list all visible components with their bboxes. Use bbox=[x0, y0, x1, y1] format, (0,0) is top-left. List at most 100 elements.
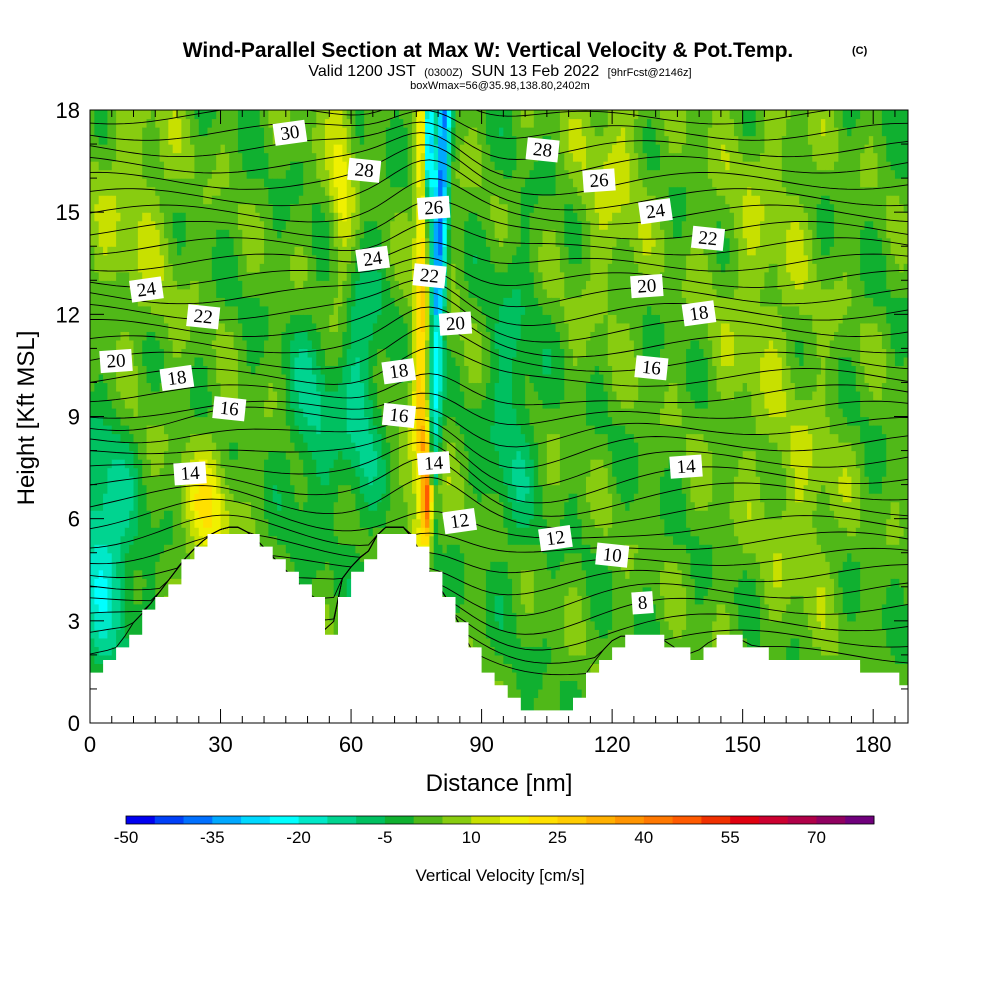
field-cell bbox=[542, 552, 548, 639]
field-cell bbox=[886, 586, 892, 647]
field-cell bbox=[690, 246, 696, 315]
contour-label: 18 bbox=[381, 358, 417, 385]
field-cell bbox=[655, 280, 661, 315]
field-cell bbox=[324, 603, 330, 665]
colorbar-swatch bbox=[413, 816, 443, 824]
field-cell bbox=[425, 339, 430, 401]
field-cell bbox=[633, 552, 639, 613]
field-cell bbox=[594, 365, 600, 435]
field-cell bbox=[803, 254, 809, 281]
field-cell bbox=[716, 195, 722, 222]
field-cell bbox=[577, 356, 583, 520]
field-cell bbox=[707, 450, 713, 503]
field-cell bbox=[586, 339, 591, 384]
field-cell bbox=[355, 229, 361, 256]
field-cell bbox=[764, 110, 770, 273]
field-cell bbox=[255, 110, 261, 179]
field-cell bbox=[799, 229, 805, 290]
field-cell bbox=[764, 433, 770, 520]
field-cell bbox=[694, 535, 700, 605]
field-cell bbox=[264, 186, 269, 307]
field-cell bbox=[216, 195, 222, 230]
field-cell bbox=[216, 152, 222, 196]
colorbar-swatch bbox=[643, 816, 674, 824]
field-cell bbox=[864, 382, 870, 418]
field-cell bbox=[520, 544, 526, 571]
contour-label-box bbox=[634, 355, 669, 381]
field-cell bbox=[181, 450, 187, 528]
field-cell bbox=[398, 382, 404, 418]
field-cell bbox=[816, 237, 822, 281]
field-cell bbox=[464, 186, 470, 222]
field-cell bbox=[520, 186, 526, 307]
field-cell bbox=[633, 152, 639, 264]
field-cell bbox=[394, 186, 400, 213]
field-cell bbox=[760, 390, 766, 435]
isentrope-line bbox=[90, 121, 908, 160]
field-cell bbox=[311, 348, 317, 375]
field-cell bbox=[903, 663, 908, 699]
field-cell bbox=[303, 314, 309, 332]
field-cell bbox=[894, 110, 900, 179]
field-cell bbox=[820, 586, 826, 630]
field-cell bbox=[529, 518, 535, 545]
contour-label: 18 bbox=[681, 300, 717, 327]
field-cell bbox=[747, 450, 752, 503]
contour-label-box bbox=[638, 198, 673, 225]
field-cell bbox=[290, 203, 296, 256]
field-cell bbox=[494, 169, 500, 196]
field-cell bbox=[542, 671, 548, 723]
field-cell bbox=[107, 399, 113, 426]
field-cell bbox=[677, 152, 683, 188]
field-cell bbox=[155, 476, 161, 528]
field-cell bbox=[894, 195, 900, 264]
field-cell bbox=[551, 578, 557, 723]
isentrope-line bbox=[90, 526, 908, 574]
field-cell bbox=[503, 561, 509, 665]
field-cell bbox=[329, 195, 335, 213]
field-cell bbox=[499, 654, 504, 682]
field-cell bbox=[116, 578, 122, 630]
field-cell bbox=[668, 425, 674, 460]
field-cell bbox=[781, 135, 787, 188]
field-cell bbox=[420, 527, 426, 545]
field-cell bbox=[220, 144, 226, 188]
contour-label-box bbox=[212, 396, 247, 422]
y-tick-label: 6 bbox=[68, 507, 80, 532]
field-cell bbox=[90, 510, 95, 554]
field-cell bbox=[503, 297, 509, 486]
field-cell bbox=[351, 365, 357, 443]
field-cell bbox=[525, 476, 531, 494]
field-cell bbox=[525, 178, 531, 375]
colorbar-label: Vertical Velocity [cm/s] bbox=[415, 866, 584, 885]
field-cell bbox=[781, 467, 787, 511]
field-cell bbox=[786, 603, 792, 647]
field-cell bbox=[137, 305, 143, 460]
field-cell bbox=[159, 348, 165, 384]
field-cell bbox=[777, 314, 783, 358]
field-cell bbox=[868, 110, 874, 137]
field-cell bbox=[281, 229, 287, 332]
field-cell bbox=[403, 110, 409, 128]
field-cell bbox=[807, 399, 813, 435]
field-cell bbox=[807, 629, 813, 673]
field-cell bbox=[790, 220, 796, 281]
field-cell bbox=[499, 246, 504, 273]
colorbar-swatch bbox=[384, 816, 415, 824]
field-cell bbox=[751, 195, 757, 256]
field-cell bbox=[172, 178, 178, 213]
field-cell bbox=[150, 110, 156, 188]
field-cell bbox=[124, 527, 130, 554]
field-cell bbox=[607, 263, 613, 315]
field-cell bbox=[255, 271, 261, 298]
field-cell bbox=[499, 135, 504, 171]
field-cell bbox=[768, 416, 774, 443]
field-cell bbox=[207, 178, 213, 205]
field-cell bbox=[868, 425, 874, 494]
field-cell bbox=[268, 203, 274, 384]
field-cell bbox=[520, 305, 526, 315]
colorbar: -50 -35 -20 -5 10 25 40 55 70 bbox=[114, 815, 875, 847]
field-cell bbox=[794, 399, 800, 426]
field-cell bbox=[664, 110, 670, 137]
field-cell bbox=[94, 544, 100, 579]
